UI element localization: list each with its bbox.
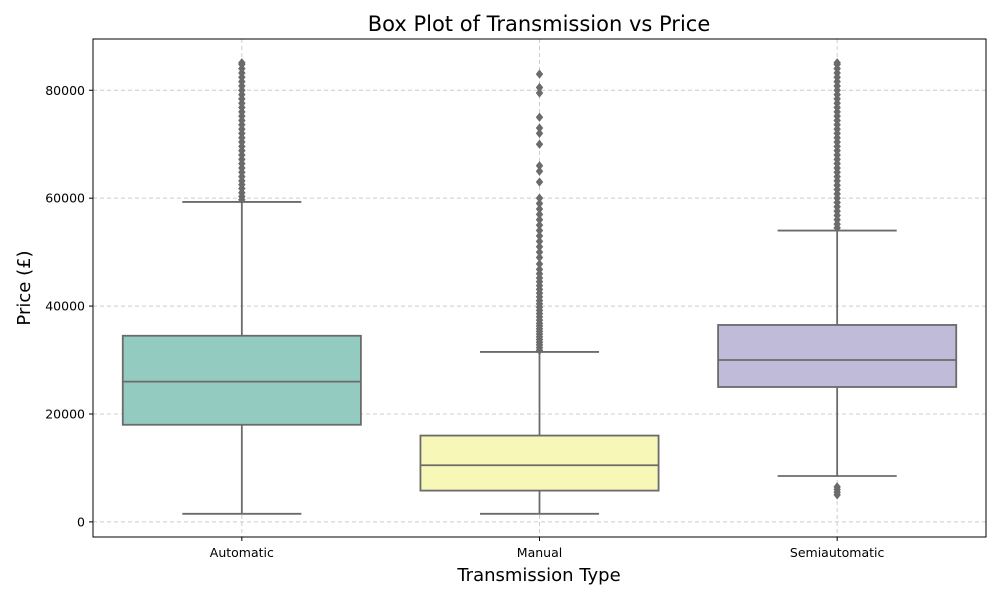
outlier-point [535, 264, 544, 275]
y-axis-title: Price (£) [14, 250, 35, 325]
outlier-point [535, 236, 544, 246]
box-manual [419, 69, 660, 515]
outlier-point [833, 482, 841, 492]
iqr-box [419, 434, 660, 492]
y-tick-label: 40000 [45, 299, 85, 314]
outlier-point [535, 259, 544, 269]
outlier-point [535, 193, 544, 203]
iqr-box [717, 324, 958, 388]
ticks-layer: 0 20000 40000 60000 80000 Automatic Manual Semi… [45, 83, 884, 560]
chart-title: Box Plot of Transmission vs Price [368, 12, 711, 36]
y-tick-label: 60000 [45, 191, 85, 206]
x-tick-label: Semiautomatic [790, 545, 885, 560]
outlier-point [535, 220, 544, 230]
outlier-point [535, 128, 544, 139]
outlier-point [535, 247, 544, 257]
outlier-point [535, 198, 544, 209]
outlier-point [535, 82, 544, 93]
outlier-point [535, 112, 544, 122]
y-tick-label: 0 [77, 514, 85, 529]
outlier-point [535, 161, 544, 171]
y-tick-label: 80000 [45, 83, 85, 98]
outlier-point [535, 231, 544, 241]
outlier-point [535, 225, 544, 236]
x-tick-label: Manual [517, 545, 562, 560]
outlier-point [535, 209, 544, 219]
outlier-point [535, 69, 544, 79]
outlier-point [535, 166, 544, 176]
box-semiautomatic [717, 58, 958, 500]
box-automatic [121, 58, 362, 515]
y-tick-label: 20000 [45, 406, 85, 421]
iqr-box [121, 334, 362, 426]
outlier-point [535, 242, 544, 252]
outlier-point [535, 177, 544, 187]
boxes-layer [121, 58, 958, 515]
x-axis-title: Transmission Type [456, 565, 620, 586]
outlier-point [535, 88, 544, 98]
outlier-point [535, 215, 544, 225]
outlier-point [833, 58, 841, 68]
outlier-point [535, 204, 544, 214]
outlier-point [535, 139, 544, 149]
outlier-point [535, 123, 544, 133]
outlier-point [238, 58, 246, 68]
outlier-point [535, 252, 544, 263]
x-tick-label: Automatic [210, 545, 274, 560]
